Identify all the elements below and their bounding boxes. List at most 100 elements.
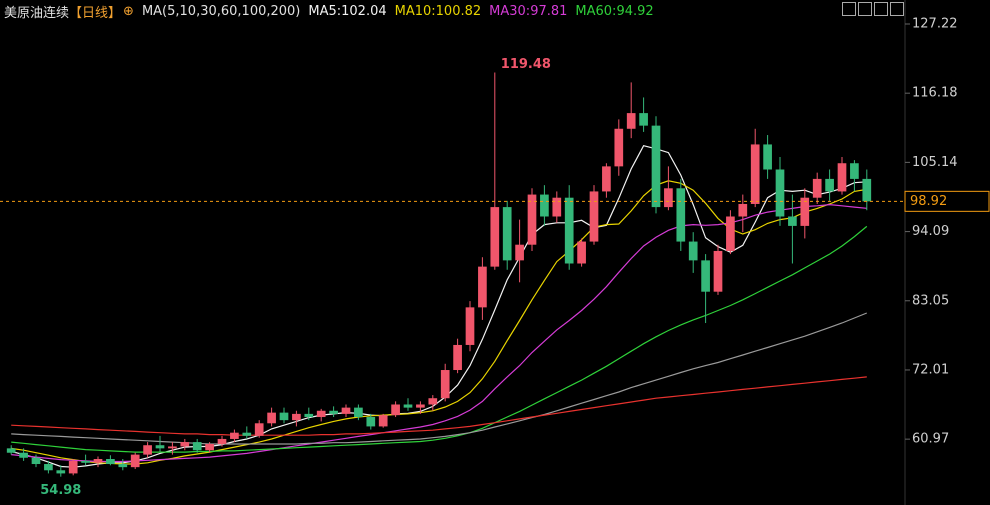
candle-body bbox=[502, 207, 512, 261]
candle-body bbox=[775, 169, 785, 217]
candle-body bbox=[738, 203, 748, 217]
candle-body bbox=[56, 470, 66, 474]
candle-body bbox=[614, 128, 624, 167]
candle-body bbox=[267, 412, 276, 424]
tool-button[interactable] bbox=[858, 2, 872, 16]
candle-body bbox=[6, 448, 16, 453]
candle-body bbox=[93, 459, 103, 463]
candle-body bbox=[81, 460, 90, 463]
candle-body bbox=[540, 194, 549, 217]
y-tick-label: 72.01 bbox=[912, 362, 949, 377]
tool-button[interactable] bbox=[874, 2, 888, 16]
candle-body bbox=[378, 415, 388, 427]
last-price-label: 98.92 bbox=[910, 194, 947, 209]
candle-body bbox=[589, 191, 599, 242]
candle-body bbox=[515, 244, 524, 261]
candle-body bbox=[180, 442, 190, 447]
candle-body bbox=[106, 459, 115, 465]
candle-body bbox=[676, 188, 686, 242]
candle-body bbox=[230, 432, 239, 439]
y-tick-label: 94.09 bbox=[912, 224, 949, 239]
candle-body bbox=[143, 445, 152, 455]
candle-body bbox=[564, 197, 574, 264]
candle-body bbox=[19, 452, 28, 458]
candle-body bbox=[639, 113, 648, 126]
candle-body bbox=[626, 113, 636, 129]
candle-body bbox=[279, 412, 289, 421]
candle-body bbox=[465, 307, 475, 345]
candle-body bbox=[763, 144, 772, 170]
candle-body bbox=[800, 197, 810, 226]
candle-body bbox=[688, 241, 698, 261]
candle-body bbox=[490, 207, 500, 267]
candle-body bbox=[217, 438, 227, 444]
candle-body bbox=[651, 125, 661, 208]
candle-body bbox=[788, 216, 797, 226]
low-label: 54.98 bbox=[40, 483, 81, 498]
y-tick-label: 83.05 bbox=[912, 293, 949, 308]
candle-body bbox=[713, 250, 723, 292]
candle-body bbox=[527, 194, 537, 245]
candle-body bbox=[552, 197, 562, 217]
candle-body bbox=[354, 407, 363, 418]
candle-body bbox=[726, 216, 735, 251]
ma-line bbox=[11, 225, 868, 453]
y-tick-label: 60.97 bbox=[912, 432, 949, 447]
candle-body bbox=[130, 454, 140, 468]
y-tick-label: 116.18 bbox=[912, 86, 958, 101]
candle-body bbox=[366, 417, 376, 427]
candle-body bbox=[428, 398, 438, 405]
candle-body bbox=[577, 241, 586, 264]
y-tick-label: 127.22 bbox=[912, 16, 958, 31]
candle-body bbox=[701, 260, 710, 292]
high-label: 119.48 bbox=[501, 57, 551, 72]
candle-body bbox=[31, 457, 41, 465]
legend-entry: MA5:102.04 bbox=[308, 3, 387, 19]
tool-button[interactable] bbox=[842, 2, 856, 16]
ma-line bbox=[11, 180, 867, 465]
y-tick-label: 105.14 bbox=[912, 155, 958, 170]
ma-line bbox=[11, 145, 867, 468]
candle-body bbox=[242, 432, 252, 436]
tool-button[interactable] bbox=[890, 2, 904, 16]
candle-body bbox=[478, 266, 487, 308]
candle-body bbox=[850, 163, 859, 179]
candle-body bbox=[304, 413, 314, 418]
candle-body bbox=[812, 178, 822, 198]
candle-body bbox=[825, 178, 834, 192]
toolbar bbox=[842, 2, 904, 16]
ma-line bbox=[11, 376, 867, 436]
candle-body bbox=[316, 410, 326, 418]
legend-entry: MA60:94.92 bbox=[575, 3, 654, 19]
candle-body bbox=[416, 404, 425, 408]
candle-body bbox=[329, 410, 338, 414]
candle-body bbox=[602, 166, 611, 192]
candle-body bbox=[391, 404, 400, 416]
candle-body bbox=[403, 404, 413, 408]
candle-body bbox=[862, 178, 872, 202]
ma-line bbox=[11, 312, 868, 445]
add-icon[interactable]: ⊕ bbox=[123, 3, 134, 19]
ma-line bbox=[11, 203, 867, 463]
candle-body bbox=[155, 445, 165, 449]
candle-body bbox=[837, 163, 847, 192]
candle-body bbox=[192, 442, 202, 451]
last-price-box bbox=[904, 190, 990, 212]
legend-entry: MA30:97.81 bbox=[489, 3, 568, 19]
candle-body bbox=[168, 446, 177, 449]
candle-body bbox=[44, 464, 53, 471]
candle-body bbox=[440, 370, 450, 399]
candle-body bbox=[664, 188, 673, 208]
period: 【日线】 bbox=[69, 5, 122, 21]
candle-body bbox=[292, 413, 301, 421]
candle-body bbox=[68, 460, 78, 474]
candle-body bbox=[341, 407, 351, 414]
indicator: MA(5,10,30,60,100,200) bbox=[141, 3, 301, 19]
candle-body bbox=[254, 423, 264, 436]
candle-body bbox=[750, 144, 760, 204]
candle-body bbox=[118, 464, 128, 468]
header: 美原油连续 【日线】 ⊕ MA(5,10,30,60,100,200) MA5:… bbox=[4, 2, 654, 21]
legend-entry: MA10:100.82 bbox=[394, 3, 482, 19]
candle-body bbox=[205, 443, 214, 451]
